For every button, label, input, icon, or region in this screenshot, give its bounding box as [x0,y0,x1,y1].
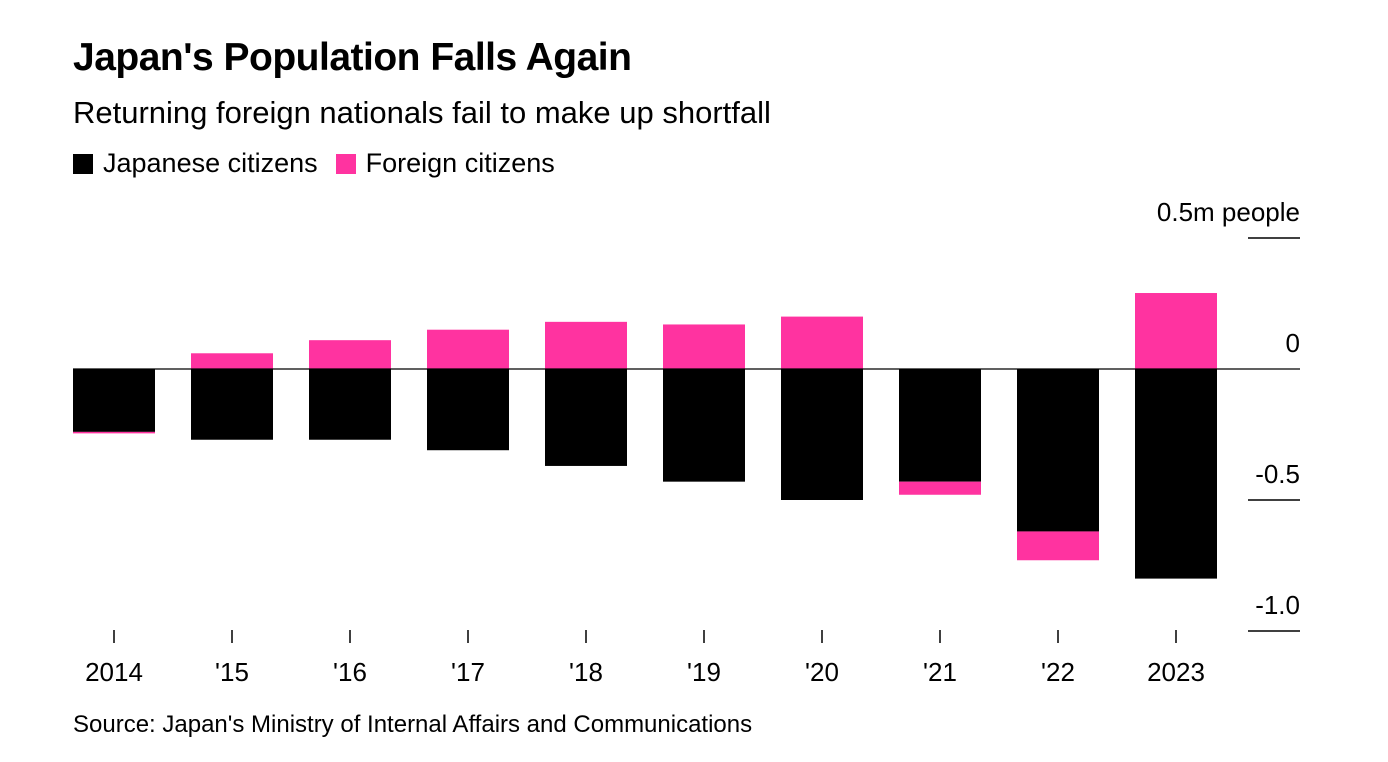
bar-foreign-1 [191,353,273,369]
chart-subtitle: Returning foreign nationals fail to make… [73,95,771,130]
chart-title: Japan's Population Falls Again [73,36,632,79]
x-tick-label-2: '16 [333,657,367,687]
legend-label-japanese: Japanese citizens [103,148,318,178]
bar-japanese-7 [899,369,981,482]
x-tick-label-7: '21 [923,657,957,687]
legend-item-japanese: Japanese citizens [73,148,318,179]
bar-foreign-7 [899,481,981,495]
legend: Japanese citizens Foreign citizens [73,148,573,179]
x-tick-label-9: 2023 [1147,657,1205,687]
bar-foreign-6 [781,316,863,369]
bar-japanese-5 [663,369,745,482]
bar-japanese-0 [73,369,155,432]
bar-foreign-4 [545,321,627,369]
bar-foreign-2 [309,340,391,369]
y-tick-label-1: 0 [1286,328,1300,358]
bar-japanese-3 [427,369,509,451]
legend-label-foreign: Foreign citizens [365,148,555,178]
x-tick-label-3: '17 [451,657,485,687]
y-tick-label-0: 0.5m people [1157,197,1300,227]
x-tick-label-5: '19 [687,657,721,687]
bar-foreign-5 [663,324,745,369]
x-tick-label-0: 2014 [85,657,143,687]
source-note: Source: Japan's Ministry of Internal Aff… [73,711,753,738]
bar-japanese-2 [309,369,391,440]
legend-swatch-foreign [335,153,356,174]
x-tick-label-4: '18 [569,657,603,687]
x-tick-label-1: '15 [215,657,249,687]
bar-foreign-0 [73,431,155,434]
bar-japanese-6 [781,369,863,500]
y-tick-label-3: -1.0 [1255,590,1300,620]
y-tick-label-2: -0.5 [1255,459,1300,489]
bar-foreign-3 [427,329,509,369]
x-tick-label-6: '20 [805,657,839,687]
bar-foreign-9 [1135,293,1217,369]
bar-japanese-1 [191,369,273,440]
legend-swatch-japanese [73,153,93,174]
legend-item-foreign: Foreign citizens [335,148,555,179]
bar-japanese-9 [1135,369,1217,579]
bar-japanese-8 [1017,369,1099,532]
bar-japanese-4 [545,369,627,466]
bar-foreign-8 [1017,531,1099,561]
x-tick-label-8: '22 [1041,657,1075,687]
